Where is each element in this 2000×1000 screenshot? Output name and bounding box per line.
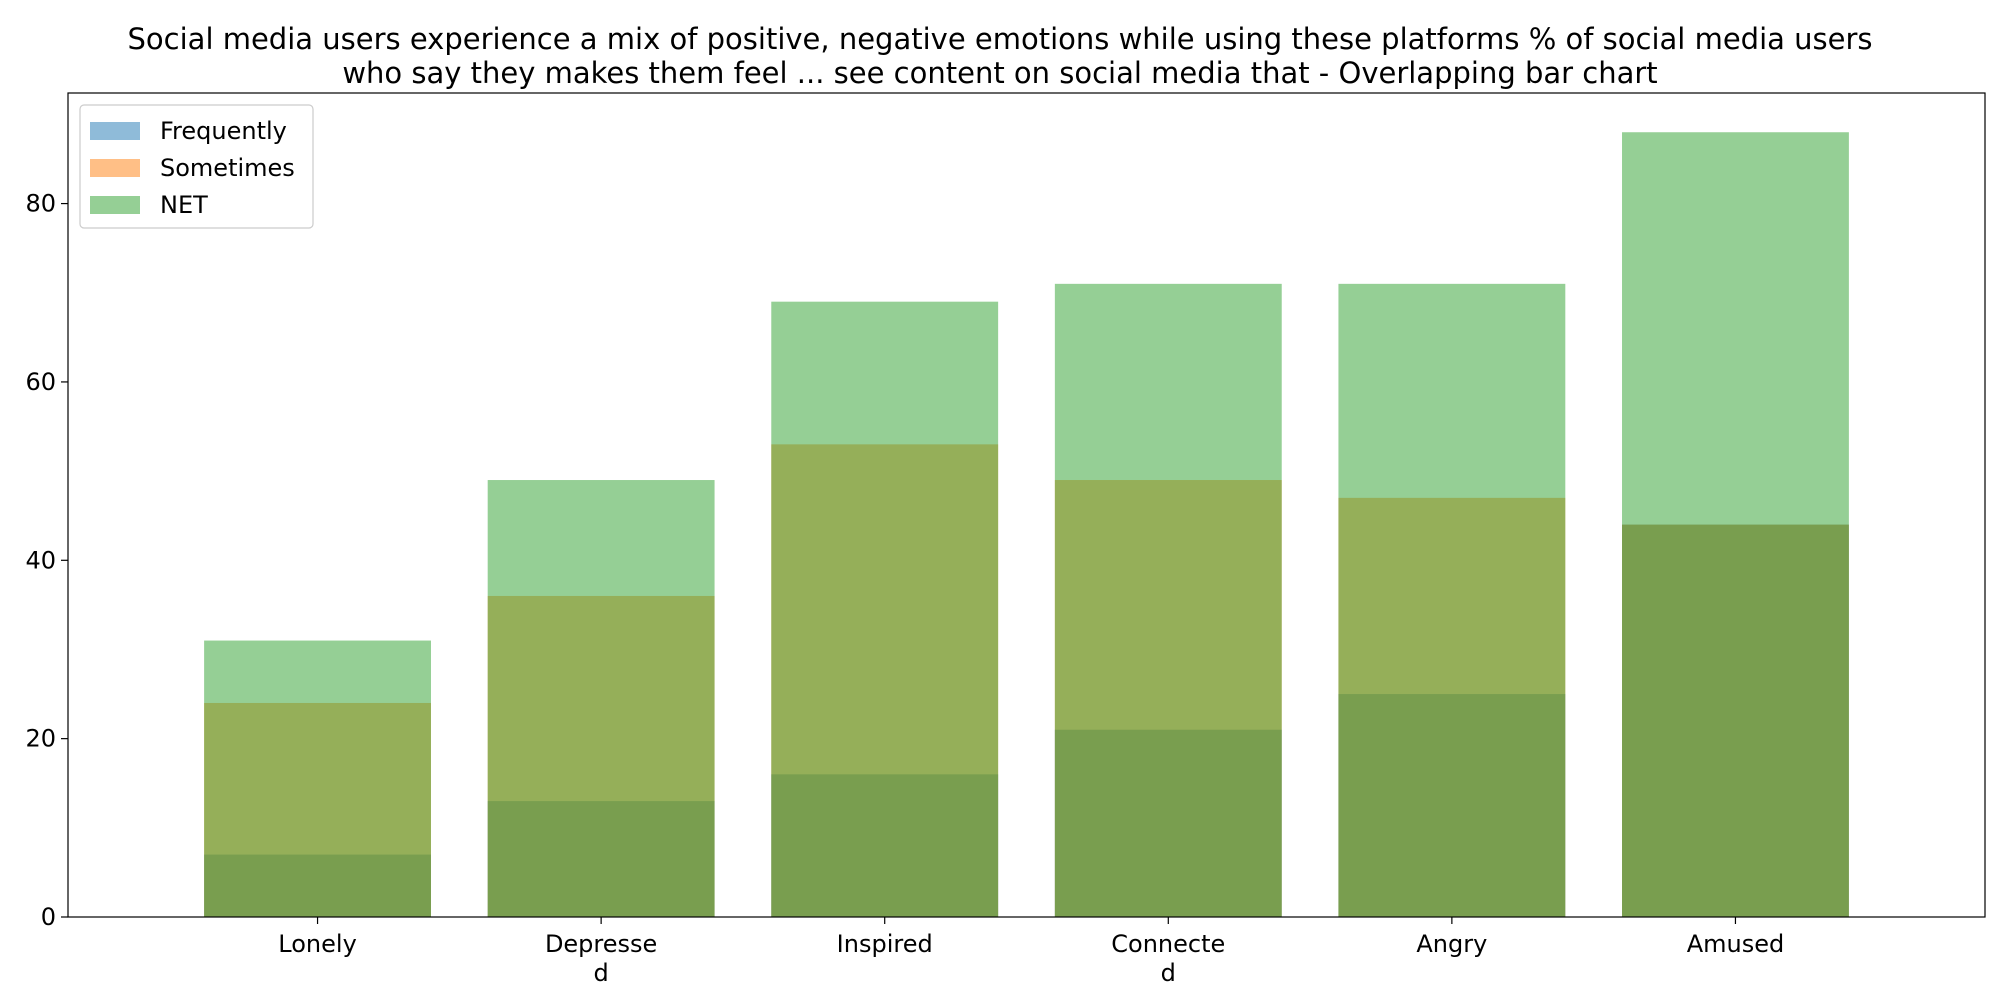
bar-net-depressed xyxy=(487,480,715,917)
legend-swatch-net xyxy=(90,196,140,214)
bars-layer xyxy=(204,132,1849,918)
x-tick-label: Amused xyxy=(1687,930,1785,958)
x-tick-label: Inspired xyxy=(837,930,933,958)
y-tick-label: 40 xyxy=(25,546,56,574)
legend-label-frequently: Frequently xyxy=(160,117,287,145)
y-tick-label: 20 xyxy=(25,725,56,753)
chart-title-line-1: Social media users experience a mix of p… xyxy=(127,22,1873,56)
x-tick-label: Lonely xyxy=(278,930,356,958)
y-tick-label: 60 xyxy=(25,368,56,396)
bar-net-amused xyxy=(1622,132,1849,917)
bar-net-connected xyxy=(1054,283,1282,917)
plot-area-frame xyxy=(67,92,1986,918)
bar-net-angry xyxy=(1338,283,1566,917)
x-tick-label: d xyxy=(1161,959,1176,987)
legend-swatch-frequently xyxy=(90,122,140,140)
legend: Frequently Sometimes NET xyxy=(79,104,314,229)
legend-swatch-sometimes xyxy=(90,159,140,177)
legend-label-net: NET xyxy=(160,191,208,219)
x-tick-label: Angry xyxy=(1416,930,1487,958)
x-tick-label: Depresse xyxy=(545,930,657,958)
x-tick-label: d xyxy=(594,959,609,987)
chart-title-line-2: who say they makes them feel ... see con… xyxy=(342,56,1658,90)
y-tick-label: 0 xyxy=(41,903,56,931)
bar-net-inspired xyxy=(771,301,999,918)
x-tick-label: Connecte xyxy=(1111,930,1225,958)
bar-net-lonely xyxy=(204,640,431,917)
legend-label-sometimes: Sometimes xyxy=(160,154,295,182)
y-tick-label: 80 xyxy=(25,190,56,218)
